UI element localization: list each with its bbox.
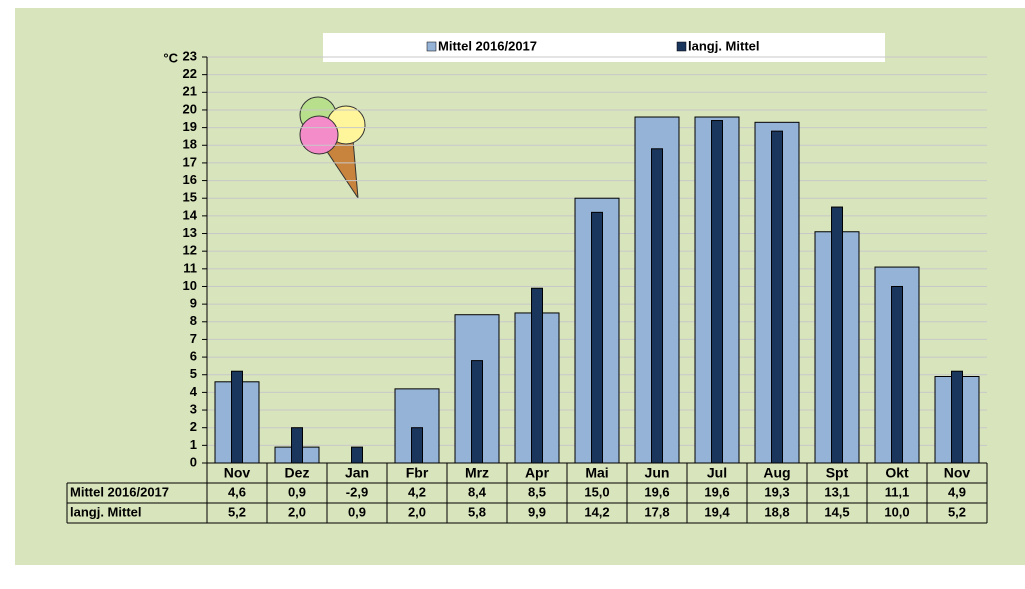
data-label: 19,6 <box>644 484 669 499</box>
y-tick-label: 8 <box>190 313 197 328</box>
x-tick-label: Jan <box>345 465 369 481</box>
bar <box>471 360 483 463</box>
y-tick-label: 9 <box>190 296 197 311</box>
table-row-label: Mittel 2016/2017 <box>70 484 169 499</box>
y-tick-label: 22 <box>183 66 197 81</box>
bar <box>591 211 603 463</box>
data-label: 8,4 <box>468 484 487 499</box>
data-label: 2,0 <box>408 504 426 519</box>
legend-label: Mittel 2016/2017 <box>438 38 537 53</box>
y-tick-label: 3 <box>190 401 197 416</box>
legend-swatch <box>676 41 687 52</box>
y-tick-label: 11 <box>183 260 197 275</box>
bar <box>951 370 963 463</box>
bar <box>351 446 363 463</box>
y-tick-label: 1 <box>190 437 197 452</box>
data-label: 4,2 <box>408 484 426 499</box>
y-axis-label: °C <box>163 50 178 65</box>
data-label: 14,2 <box>584 504 609 519</box>
y-tick-label: 12 <box>183 243 197 258</box>
data-label: 13,1 <box>824 484 849 499</box>
y-tick-label: 18 <box>183 137 197 152</box>
data-label: 4,6 <box>228 484 246 499</box>
y-tick-label: 0 <box>190 454 197 469</box>
bar <box>831 206 843 463</box>
x-tick-label: Mrz <box>465 465 489 481</box>
data-label: 15,0 <box>584 484 609 499</box>
y-tick-label: 13 <box>183 225 197 240</box>
y-tick-label: 16 <box>183 172 197 187</box>
y-tick-label: 19 <box>183 119 197 134</box>
bar <box>771 130 783 463</box>
x-tick-label: Apr <box>525 465 550 481</box>
x-tick-label: Jul <box>707 465 727 481</box>
data-label: 19,3 <box>764 484 789 499</box>
y-tick-label: 20 <box>183 101 197 116</box>
data-label: 0,9 <box>288 484 306 499</box>
data-label: 9,9 <box>528 504 546 519</box>
data-label: 2,0 <box>288 504 306 519</box>
y-tick-label: 4 <box>190 384 198 399</box>
x-tick-label: Spt <box>826 465 849 481</box>
y-tick-label: 10 <box>183 278 197 293</box>
bar <box>231 370 243 463</box>
data-label: 5,2 <box>228 504 246 519</box>
data-label: 10,0 <box>884 504 909 519</box>
x-tick-label: Mai <box>585 465 608 481</box>
table-row-label: langj. Mittel <box>70 504 142 519</box>
y-tick-label: 15 <box>183 190 197 205</box>
x-tick-label: Dez <box>285 465 310 481</box>
data-label: 5,8 <box>468 504 486 519</box>
data-label: 5,2 <box>948 504 966 519</box>
x-tick-label: Nov <box>224 465 251 481</box>
data-label: 18,8 <box>764 504 789 519</box>
data-label: 4,9 <box>948 484 966 499</box>
y-tick-label: 2 <box>190 419 197 434</box>
y-tick-label: 23 <box>183 48 197 63</box>
bars <box>214 116 980 463</box>
data-label: 19,4 <box>704 504 730 519</box>
data-label: 14,5 <box>824 504 849 519</box>
y-tick-label: 14 <box>183 207 198 222</box>
y-tick-label: 17 <box>183 154 197 169</box>
data-label: 11,1 <box>885 484 910 499</box>
bar <box>291 427 303 463</box>
x-tick-label: Jun <box>645 465 670 481</box>
y-tick-label: 21 <box>183 84 197 99</box>
x-tick-label: Fbr <box>406 465 429 481</box>
legend-label: langj. Mittel <box>688 38 760 53</box>
bar <box>711 120 723 463</box>
y-tick-label: 5 <box>190 366 197 381</box>
data-label: 17,8 <box>644 504 669 519</box>
x-tick-label: Aug <box>763 465 790 481</box>
bar <box>891 285 903 463</box>
y-tick-label: 6 <box>190 349 197 364</box>
bar <box>531 287 543 463</box>
legend-swatch <box>426 41 437 52</box>
bar <box>411 427 423 463</box>
x-tick-label: Okt <box>885 465 909 481</box>
data-label: 19,6 <box>704 484 729 499</box>
legend-box <box>323 33 885 62</box>
x-tick-label: Nov <box>944 465 971 481</box>
bar <box>651 148 663 463</box>
data-label: -2,9 <box>346 484 368 499</box>
data-label: 0,9 <box>348 504 366 519</box>
y-tick-label: 7 <box>190 331 197 346</box>
data-label: 8,5 <box>528 484 546 499</box>
